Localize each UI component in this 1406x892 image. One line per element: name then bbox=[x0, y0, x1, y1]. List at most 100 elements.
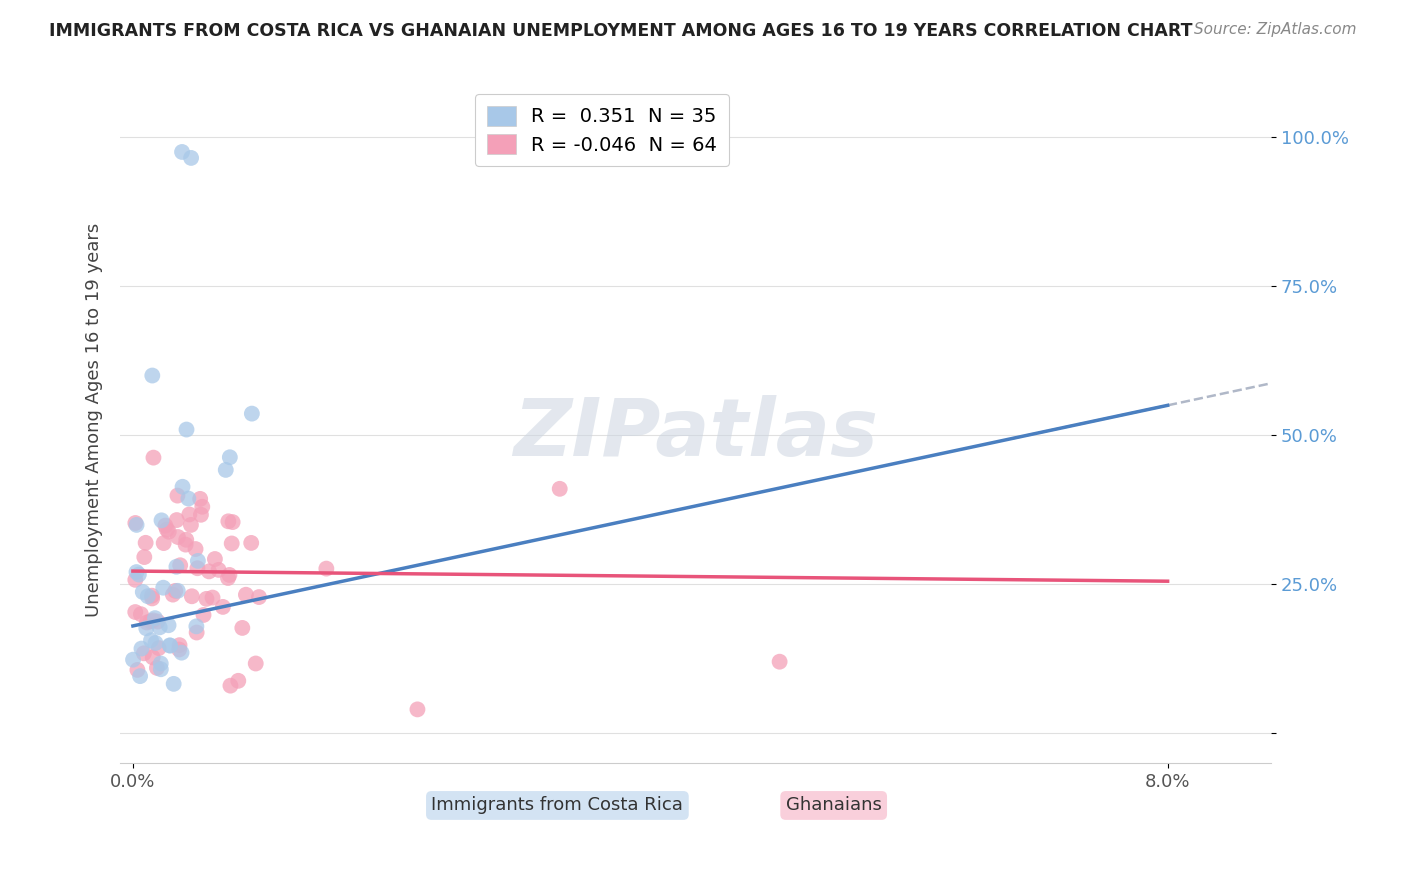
Point bbox=[186, 625, 208, 640]
Point bbox=[198, 565, 221, 579]
Point bbox=[135, 621, 157, 635]
Point bbox=[179, 508, 201, 522]
Point bbox=[180, 589, 202, 603]
Point bbox=[134, 550, 156, 565]
Point bbox=[143, 611, 166, 625]
Point bbox=[218, 450, 240, 465]
Y-axis label: Unemployment Among Ages 16 to 19 years: Unemployment Among Ages 16 to 19 years bbox=[86, 223, 103, 617]
Point bbox=[135, 536, 157, 550]
Point bbox=[406, 702, 429, 716]
Point bbox=[217, 571, 239, 585]
Point bbox=[141, 591, 163, 606]
Legend: R =  0.351  N = 35, R = -0.046  N = 64: R = 0.351 N = 35, R = -0.046 N = 64 bbox=[475, 94, 728, 166]
Point bbox=[124, 605, 146, 619]
Text: Immigrants from Costa Rica: Immigrants from Costa Rica bbox=[432, 797, 683, 814]
Point bbox=[212, 599, 235, 614]
Point bbox=[152, 536, 174, 550]
Point bbox=[167, 530, 190, 544]
Point bbox=[187, 554, 209, 568]
Point bbox=[146, 615, 169, 629]
Point bbox=[122, 653, 145, 667]
Point bbox=[768, 655, 790, 669]
Point bbox=[165, 583, 187, 598]
Point bbox=[180, 517, 202, 532]
Point bbox=[162, 588, 184, 602]
Text: Ghanaians: Ghanaians bbox=[786, 797, 882, 814]
Point bbox=[132, 646, 155, 660]
Point bbox=[176, 423, 198, 437]
Point bbox=[135, 615, 157, 630]
Text: ZIPatlas: ZIPatlas bbox=[513, 395, 877, 473]
Point bbox=[136, 589, 159, 603]
Point bbox=[207, 563, 229, 577]
Point bbox=[247, 590, 270, 604]
Point bbox=[169, 638, 191, 652]
Point bbox=[131, 641, 153, 656]
Point bbox=[170, 145, 193, 159]
Point bbox=[174, 533, 197, 547]
Point bbox=[129, 607, 152, 622]
Point bbox=[315, 561, 337, 575]
Point bbox=[159, 639, 181, 653]
Point bbox=[149, 620, 172, 634]
Point bbox=[127, 663, 149, 677]
Point bbox=[548, 482, 571, 496]
Point bbox=[146, 661, 169, 675]
Point bbox=[149, 662, 172, 676]
Point bbox=[190, 508, 212, 522]
Point bbox=[149, 657, 172, 671]
Point bbox=[142, 650, 165, 665]
Point bbox=[125, 517, 148, 532]
Point bbox=[188, 491, 211, 506]
Point bbox=[235, 588, 257, 602]
Point bbox=[157, 618, 180, 632]
Point bbox=[124, 516, 146, 530]
Point bbox=[166, 583, 188, 598]
Point bbox=[177, 491, 200, 506]
Point bbox=[141, 368, 163, 383]
Point bbox=[172, 480, 194, 494]
Point bbox=[186, 561, 208, 575]
Point bbox=[155, 518, 177, 533]
Point bbox=[150, 513, 173, 527]
Point bbox=[215, 463, 238, 477]
Point bbox=[166, 513, 188, 527]
Point bbox=[156, 523, 179, 537]
Point bbox=[218, 568, 240, 582]
Point bbox=[125, 565, 148, 579]
Point bbox=[142, 613, 165, 627]
Point bbox=[167, 642, 190, 657]
Point bbox=[193, 607, 215, 622]
Text: Source: ZipAtlas.com: Source: ZipAtlas.com bbox=[1194, 22, 1357, 37]
Point bbox=[159, 639, 181, 653]
Point bbox=[201, 591, 224, 605]
Point bbox=[174, 538, 197, 552]
Point bbox=[148, 641, 170, 656]
Point bbox=[157, 524, 180, 539]
Point bbox=[132, 585, 155, 599]
Point bbox=[129, 669, 152, 683]
Point bbox=[195, 591, 218, 606]
Point bbox=[142, 450, 165, 465]
Point bbox=[204, 552, 226, 566]
Point bbox=[152, 581, 174, 595]
Point bbox=[219, 679, 242, 693]
Point bbox=[128, 567, 150, 582]
Point bbox=[240, 536, 263, 550]
Point bbox=[169, 558, 191, 573]
Point bbox=[184, 542, 207, 557]
Point bbox=[191, 500, 214, 514]
Point bbox=[180, 151, 202, 165]
Point bbox=[226, 673, 249, 688]
Point bbox=[217, 514, 239, 528]
Point bbox=[221, 536, 243, 550]
Point bbox=[231, 621, 253, 635]
Point bbox=[124, 573, 146, 587]
Text: IMMIGRANTS FROM COSTA RICA VS GHANAIAN UNEMPLOYMENT AMONG AGES 16 TO 19 YEARS CO: IMMIGRANTS FROM COSTA RICA VS GHANAIAN U… bbox=[49, 22, 1192, 40]
Point bbox=[221, 515, 243, 529]
Point bbox=[139, 614, 162, 628]
Point bbox=[240, 407, 263, 421]
Point bbox=[166, 489, 188, 503]
Point bbox=[139, 633, 162, 648]
Point bbox=[170, 646, 193, 660]
